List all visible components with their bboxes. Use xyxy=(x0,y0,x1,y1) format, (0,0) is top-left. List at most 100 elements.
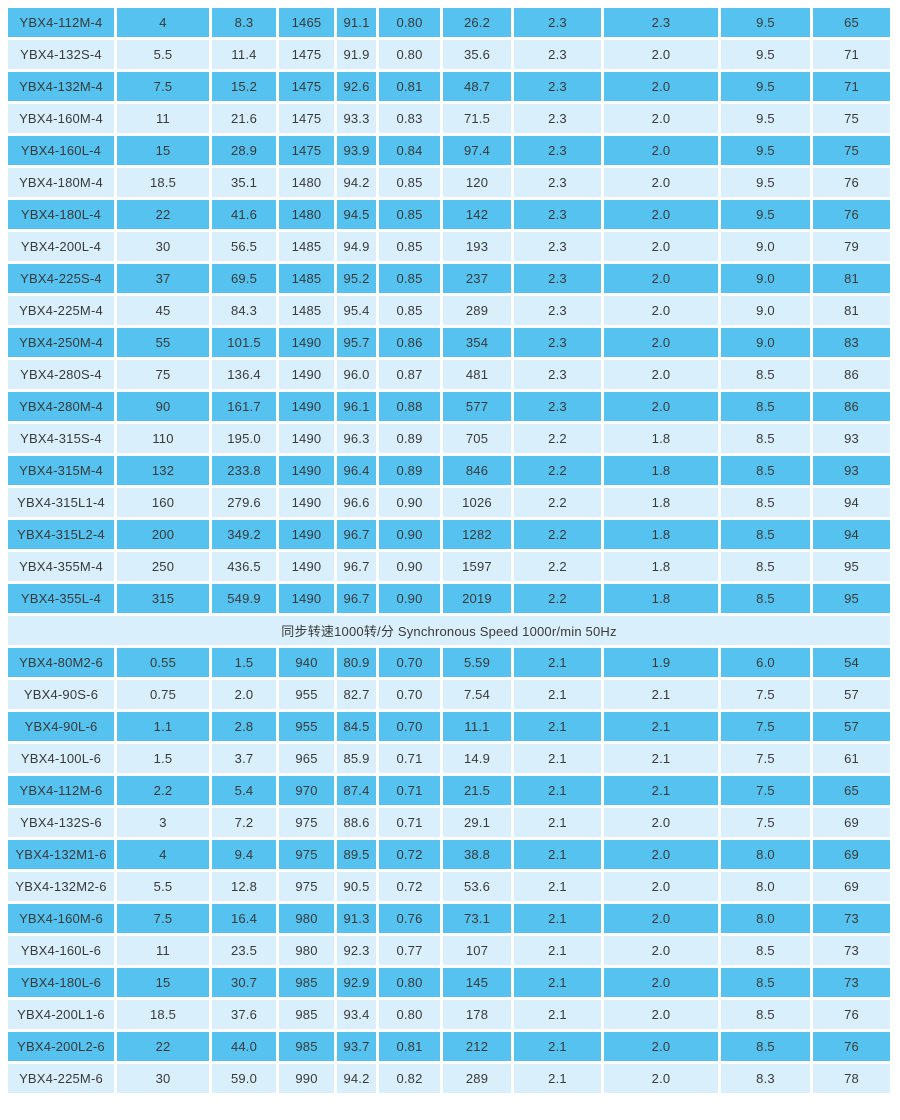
value-cell: 354 xyxy=(443,328,511,357)
value-cell: 1475 xyxy=(279,104,334,133)
model-cell: YBX4-132S-6 xyxy=(8,808,114,837)
model-cell: YBX4-132M2-6 xyxy=(8,872,114,901)
value-cell: 8.5 xyxy=(721,1000,810,1029)
value-cell: 2.1 xyxy=(514,936,601,965)
value-cell: 93.9 xyxy=(337,136,376,165)
model-cell: YBX4-280S-4 xyxy=(8,360,114,389)
value-cell: 73 xyxy=(813,936,890,965)
table-row: YBX4-225M-4 45 84.3 1485 95.4 0.85 289 2.3 2.0 9.… xyxy=(8,296,890,325)
value-cell: 2.3 xyxy=(514,40,601,69)
value-cell: 0.85 xyxy=(379,168,440,197)
value-cell: 69 xyxy=(813,808,890,837)
section-title: 同步转速1000转/分 Synchronous Speed 1000r/min … xyxy=(8,616,890,645)
value-cell: 965 xyxy=(279,744,334,773)
value-cell: 6.0 xyxy=(721,648,810,677)
value-cell: 90 xyxy=(117,392,209,421)
value-cell: 9.5 xyxy=(721,72,810,101)
value-cell: 1.1 xyxy=(117,712,209,741)
value-cell: 2.2 xyxy=(514,520,601,549)
value-cell: 2.3 xyxy=(514,296,601,325)
value-cell: 980 xyxy=(279,904,334,933)
value-cell: 2.0 xyxy=(604,936,718,965)
value-cell: 78 xyxy=(813,1064,890,1093)
value-cell: 2.1 xyxy=(514,712,601,741)
model-cell: YBX4-160L-4 xyxy=(8,136,114,165)
value-cell: 0.71 xyxy=(379,808,440,837)
value-cell: 71 xyxy=(813,72,890,101)
value-cell: 1480 xyxy=(279,168,334,197)
value-cell: 15 xyxy=(117,136,209,165)
value-cell: 1.8 xyxy=(604,520,718,549)
value-cell: 2.0 xyxy=(604,1000,718,1029)
model-cell: YBX4-132M-4 xyxy=(8,72,114,101)
value-cell: 9.5 xyxy=(721,104,810,133)
value-cell: 30.7 xyxy=(212,968,276,997)
value-cell: 75 xyxy=(813,136,890,165)
value-cell: 2.0 xyxy=(604,1064,718,1093)
value-cell: 8.5 xyxy=(721,520,810,549)
value-cell: 9.5 xyxy=(721,40,810,69)
value-cell: 30 xyxy=(117,1064,209,1093)
value-cell: 15 xyxy=(117,968,209,997)
value-cell: 237 xyxy=(443,264,511,293)
value-cell: 160 xyxy=(117,488,209,517)
value-cell: 55 xyxy=(117,328,209,357)
value-cell: 9.5 xyxy=(721,136,810,165)
value-cell: 7.54 xyxy=(443,680,511,709)
value-cell: 975 xyxy=(279,872,334,901)
value-cell: 12.8 xyxy=(212,872,276,901)
value-cell: 0.70 xyxy=(379,680,440,709)
value-cell: 0.80 xyxy=(379,968,440,997)
value-cell: 7.2 xyxy=(212,808,276,837)
value-cell: 0.88 xyxy=(379,392,440,421)
table-row: YBX4-132M-4 7.5 15.2 1475 92.6 0.81 48.7 2.3 2.0… xyxy=(8,72,890,101)
value-cell: 83 xyxy=(813,328,890,357)
value-cell: 0.85 xyxy=(379,232,440,261)
value-cell: 75 xyxy=(813,104,890,133)
value-cell: 2.1 xyxy=(514,1032,601,1061)
value-cell: 1485 xyxy=(279,296,334,325)
value-cell: 0.86 xyxy=(379,328,440,357)
value-cell: 1490 xyxy=(279,488,334,517)
value-cell: 2.0 xyxy=(604,872,718,901)
value-cell: 178 xyxy=(443,1000,511,1029)
model-cell: YBX4-200L2-6 xyxy=(8,1032,114,1061)
model-cell: YBX4-132S-4 xyxy=(8,40,114,69)
value-cell: 0.70 xyxy=(379,712,440,741)
model-cell: YBX4-80M2-6 xyxy=(8,648,114,677)
table-row: YBX4-180L-6 15 30.7 985 92.9 0.80 145 2.1 2.0 8.5… xyxy=(8,968,890,997)
value-cell: 85.9 xyxy=(337,744,376,773)
value-cell: 2.1 xyxy=(604,744,718,773)
value-cell: 1490 xyxy=(279,520,334,549)
motor-spec-table: YBX4-112M-4 4 8.3 1465 91.1 0.80 26.2 2.3 2.3 9.5… xyxy=(5,5,893,1096)
value-cell: 0.89 xyxy=(379,456,440,485)
value-cell: 65 xyxy=(813,776,890,805)
model-cell: YBX4-225M-4 xyxy=(8,296,114,325)
value-cell: 233.8 xyxy=(212,456,276,485)
model-cell: YBX4-225M-6 xyxy=(8,1064,114,1093)
value-cell: 1475 xyxy=(279,136,334,165)
value-cell: 2.3 xyxy=(514,168,601,197)
value-cell: 2.1 xyxy=(514,648,601,677)
model-cell: YBX4-112M-4 xyxy=(8,8,114,37)
value-cell: 2.0 xyxy=(604,264,718,293)
table-row: YBX4-200L-4 30 56.5 1485 94.9 0.85 193 2.3 2.0 9.… xyxy=(8,232,890,261)
value-cell: 3 xyxy=(117,808,209,837)
value-cell: 0.72 xyxy=(379,840,440,869)
value-cell: 349.2 xyxy=(212,520,276,549)
value-cell: 96.7 xyxy=(337,520,376,549)
value-cell: 0.81 xyxy=(379,72,440,101)
table-row: YBX4-132M2-6 5.5 12.8 975 90.5 0.72 53.6 2.1 2.0… xyxy=(8,872,890,901)
value-cell: 21.5 xyxy=(443,776,511,805)
table-row: YBX4-80M2-6 0.55 1.5 940 80.9 0.70 5.59 2.1 1.9 6… xyxy=(8,648,890,677)
value-cell: 1490 xyxy=(279,328,334,357)
value-cell: 1490 xyxy=(279,456,334,485)
value-cell: 57 xyxy=(813,712,890,741)
value-cell: 18.5 xyxy=(117,1000,209,1029)
value-cell: 0.81 xyxy=(379,1032,440,1061)
model-cell: YBX4-100L-6 xyxy=(8,744,114,773)
value-cell: 1480 xyxy=(279,200,334,229)
value-cell: 195.0 xyxy=(212,424,276,453)
value-cell: 37.6 xyxy=(212,1000,276,1029)
value-cell: 975 xyxy=(279,808,334,837)
